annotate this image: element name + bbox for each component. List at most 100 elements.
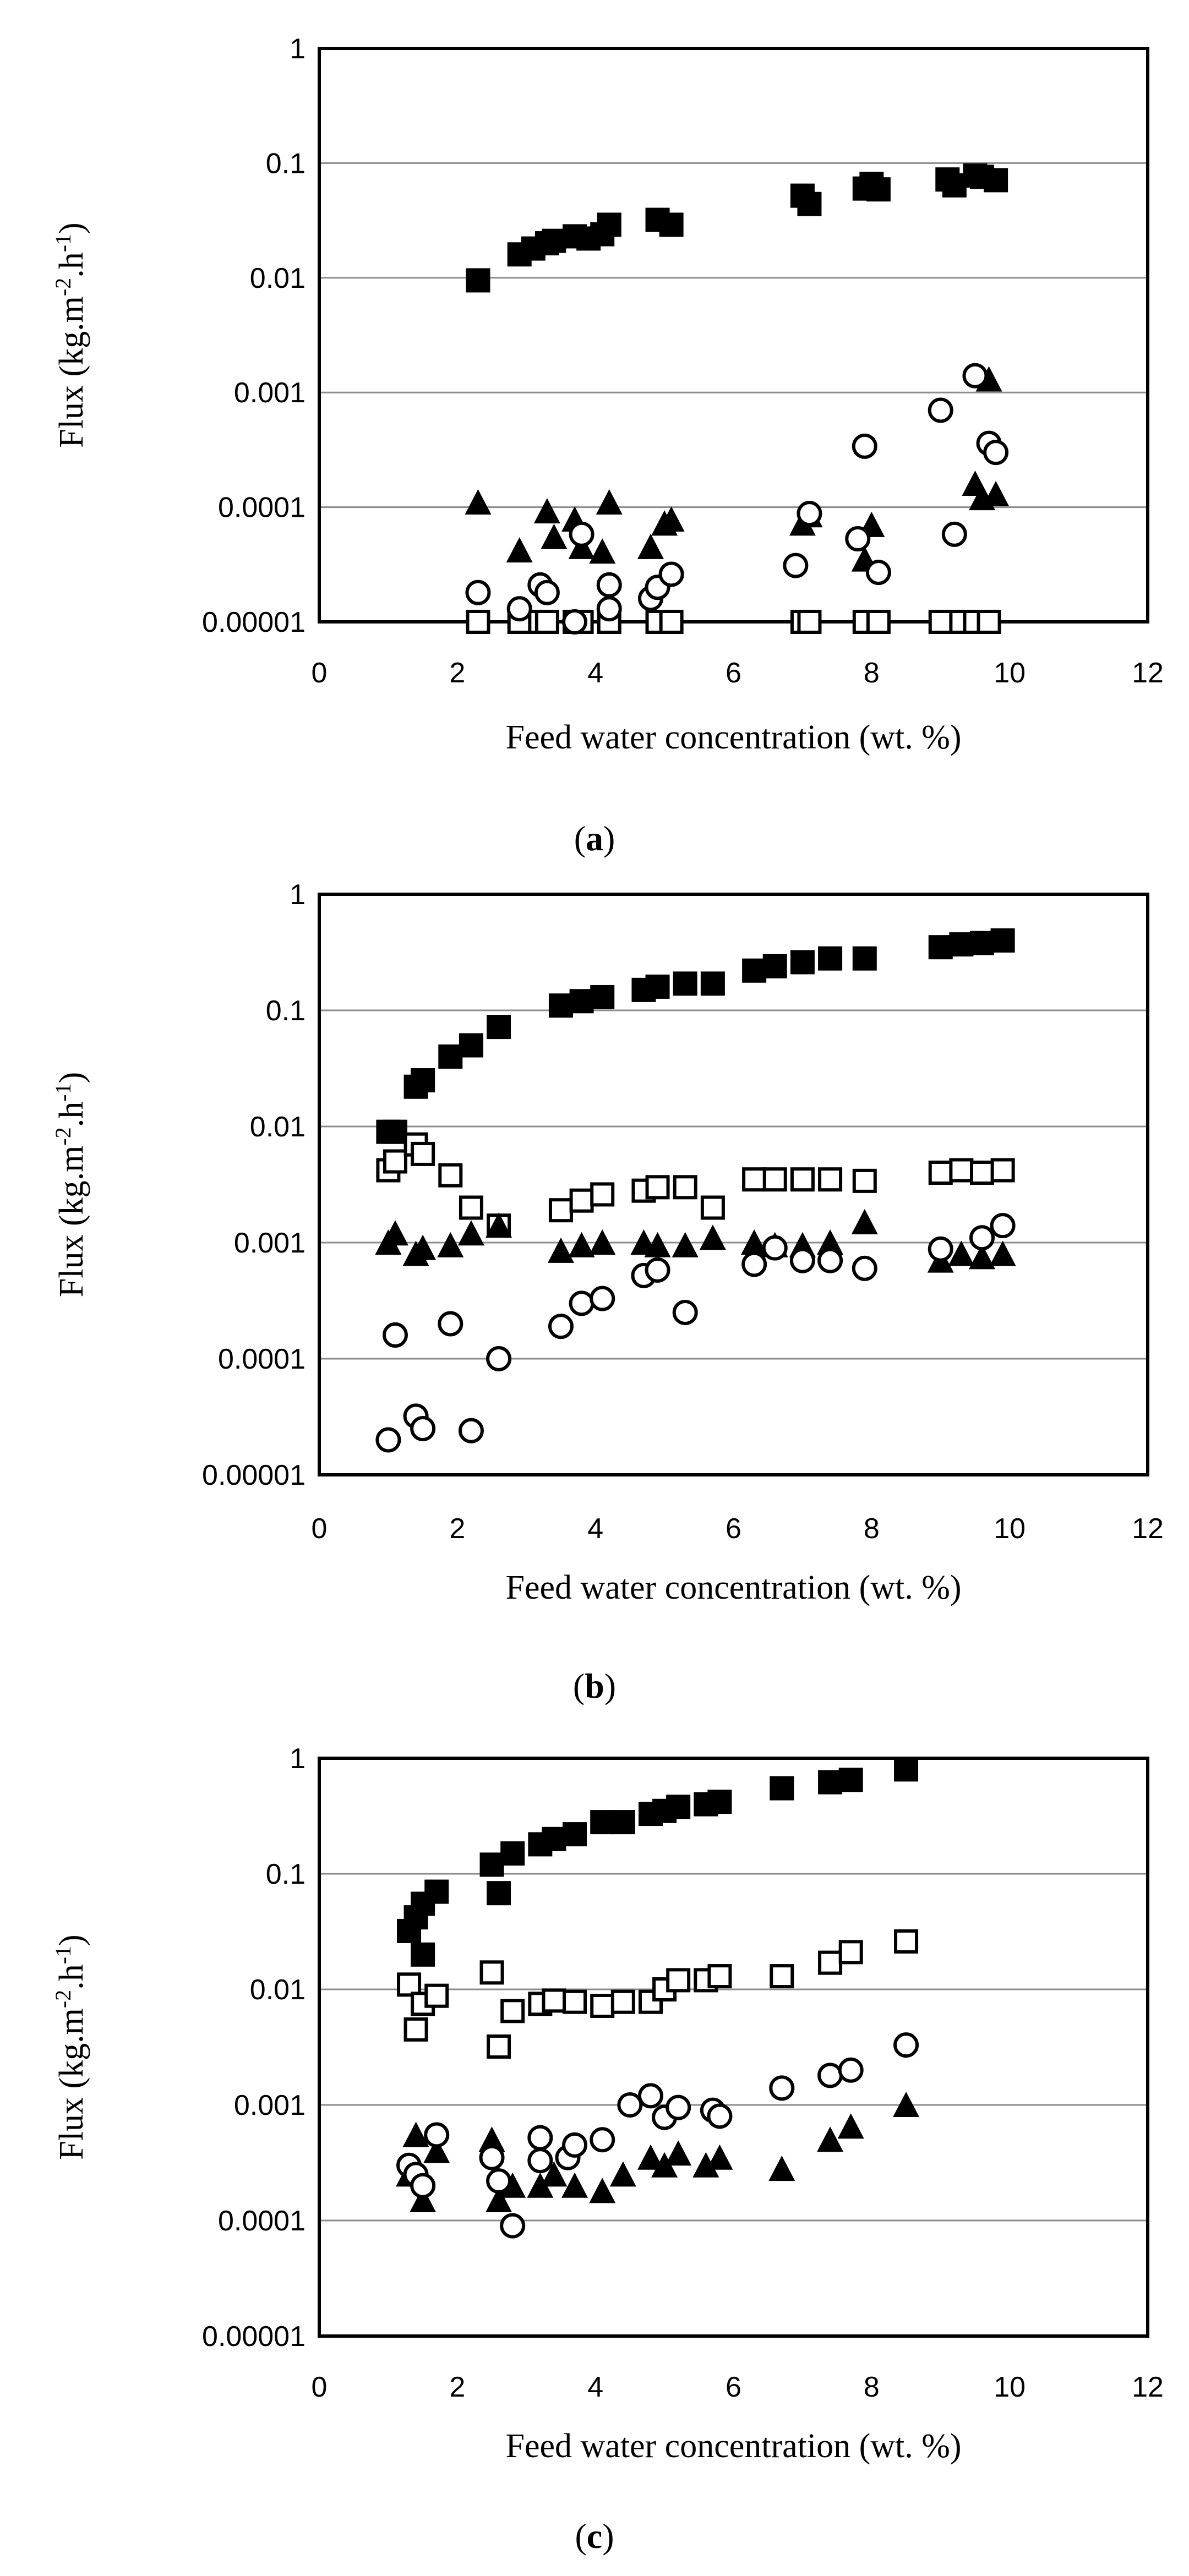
data-point-filled-square [548,993,573,1018]
series-open-circle [396,2032,919,2239]
data-point-filled-triangle [837,2113,864,2139]
data-point-open-square [383,1149,407,1174]
series-group [396,1757,920,2239]
data-point-filled-triangle [969,1244,995,1270]
x-tick-label: 4 [587,1513,603,1545]
data-point-filled-triangle [651,2152,678,2178]
data-point-open-square [818,1167,843,1192]
data-point-open-square [590,1993,615,2018]
data-point-filled-triangle [541,523,568,549]
data-point-open-square [639,1989,663,2014]
x-tick-label: 2 [449,2371,465,2403]
y-axis-title: Flux (kg.m-2.h-1) [51,1072,91,1297]
data-point-open-square [949,1158,974,1183]
data-point-open-square [424,1983,449,2008]
data-point-filled-triangle [658,506,685,532]
x-axis-title: Feed water concentration (wt. %) [505,2427,961,2465]
data-point-filled-triangle [589,538,616,564]
data-point-filled-square [411,1068,435,1093]
data-point-filled-triangle [706,2144,733,2170]
data-point-filled-square [838,1768,863,1792]
data-point-filled-triangle [637,533,664,559]
x-axis-title: Feed water concentration (wt. %) [505,1569,961,1606]
data-point-filled-triangle [486,1212,512,1238]
data-point-open-circle [486,1346,512,1371]
y-tick-label: 0.001 [234,1227,306,1259]
data-point-filled-square [852,946,877,971]
data-point-open-circle [983,440,1009,466]
plot-area-frame [318,893,1149,1476]
series-open-circle [465,363,1009,635]
plot-area-frame [318,1757,1149,2338]
data-point-filled-square [970,931,994,955]
data-point-open-square [438,1163,463,1188]
series-group [465,163,1010,635]
y-axis-title: Flux (kg.m-2.h-1) [51,222,91,447]
series-filled-square [397,1757,919,1967]
data-point-open-circle [424,2122,450,2148]
data-point-filled-triangle [768,2156,795,2181]
data-point-open-square [707,1964,732,1989]
data-point-filled-square [790,950,815,975]
data-point-open-circle [534,579,560,605]
data-point-open-circle [645,1257,670,1283]
data-point-open-circle [845,526,871,552]
data-point-open-circle [596,596,622,622]
panel-label: (a) [574,819,615,858]
y-tick-label: 0.001 [234,2090,306,2121]
data-point-open-square [645,1175,670,1200]
data-point-open-circle [990,1213,1016,1239]
plot-area-frame [318,47,1149,624]
data-point-open-square [659,610,684,634]
data-point-open-circle [465,579,491,605]
data-point-open-square [866,610,891,634]
data-point-filled-square [459,1033,483,1058]
data-point-filled-triangle [644,1232,671,1257]
series-open-square [376,1132,1015,1238]
data-point-open-circle [672,1300,698,1326]
x-tick-label: 6 [726,657,741,689]
data-point-open-circle [707,2103,733,2129]
data-point-open-circle [865,560,891,586]
data-point-filled-triangle [851,1208,878,1234]
data-point-filled-triangle [533,498,560,524]
data-point-open-square [666,1968,691,1993]
data-point-filled-triangle [989,1240,1016,1266]
x-tick-label: 8 [864,1513,880,1545]
data-point-open-square [534,610,559,634]
data-point-open-square [762,1167,787,1192]
data-point-filled-triangle [692,2152,719,2178]
data-point-filled-triangle [506,537,533,563]
data-point-open-square [894,1929,919,1954]
x-tick-label: 6 [726,1513,741,1545]
series-filled-square [466,163,1008,293]
x-tick-label: 0 [312,1513,328,1545]
y-tick-label: 0.01 [250,1111,306,1143]
y-tick-label: 1 [290,33,306,65]
y-tick-label: 0.00001 [202,2321,306,2353]
panel-label: (c) [575,2517,614,2556]
x-tick-label: 10 [994,1513,1026,1545]
data-point-open-circle [741,1251,767,1277]
data-point-open-square [838,1940,863,1965]
data-point-filled-square [590,985,615,1009]
x-tick-label: 8 [864,657,880,689]
y-tick-label: 0.0001 [218,1343,306,1375]
data-point-filled-triangle [402,2121,429,2147]
data-point-filled-square [770,1776,794,1801]
data-point-open-square [542,1988,566,2013]
data-point-filled-triangle [499,2172,526,2198]
x-tick-label: 2 [449,657,465,689]
data-point-filled-triangle [478,2126,505,2152]
data-point-filled-triangle [741,1229,768,1255]
data-point-open-circle [928,1236,953,1262]
series-filled-triangle [396,2092,920,2213]
data-point-filled-triangle [423,2137,450,2163]
data-point-filled-triangle [983,480,1010,506]
data-point-filled-triangle [893,2092,920,2117]
data-point-filled-square [797,192,822,216]
data-point-open-circle [928,397,953,423]
data-point-open-circle [527,2148,553,2174]
data-point-filled-square [487,1015,511,1040]
